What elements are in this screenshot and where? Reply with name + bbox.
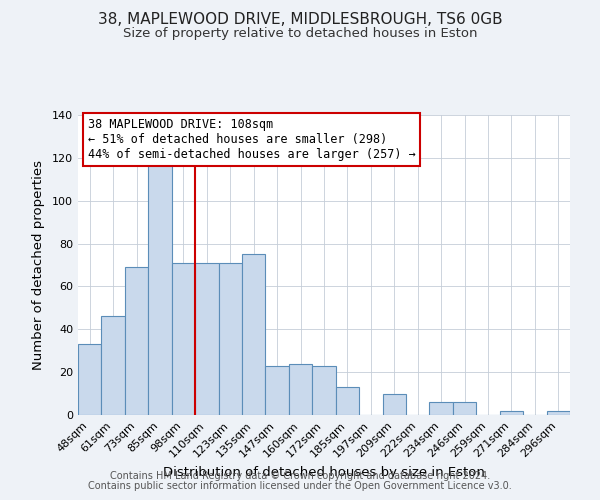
- Bar: [289, 364, 312, 415]
- Bar: [125, 267, 148, 415]
- Text: Contains HM Land Registry data © Crown copyright and database right 2024.: Contains HM Land Registry data © Crown c…: [110, 471, 490, 481]
- Y-axis label: Number of detached properties: Number of detached properties: [32, 160, 45, 370]
- Bar: [383, 394, 406, 415]
- Bar: [430, 402, 453, 415]
- Text: 38, MAPLEWOOD DRIVE, MIDDLESBROUGH, TS6 0GB: 38, MAPLEWOOD DRIVE, MIDDLESBROUGH, TS6 …: [98, 12, 502, 28]
- Text: Contains public sector information licensed under the Open Government Licence v3: Contains public sector information licen…: [88, 481, 512, 491]
- Bar: [78, 344, 101, 415]
- Bar: [336, 387, 359, 415]
- Bar: [265, 366, 289, 415]
- Bar: [547, 410, 570, 415]
- Bar: [453, 402, 476, 415]
- Bar: [148, 162, 172, 415]
- Text: Size of property relative to detached houses in Eston: Size of property relative to detached ho…: [123, 28, 477, 40]
- Bar: [500, 410, 523, 415]
- Bar: [242, 254, 265, 415]
- Bar: [101, 316, 125, 415]
- Bar: [312, 366, 336, 415]
- Text: 38 MAPLEWOOD DRIVE: 108sqm
← 51% of detached houses are smaller (298)
44% of sem: 38 MAPLEWOOD DRIVE: 108sqm ← 51% of deta…: [88, 118, 416, 161]
- X-axis label: Distribution of detached houses by size in Eston: Distribution of detached houses by size …: [163, 466, 485, 479]
- Bar: [172, 263, 195, 415]
- Bar: [218, 263, 242, 415]
- Bar: [195, 263, 218, 415]
